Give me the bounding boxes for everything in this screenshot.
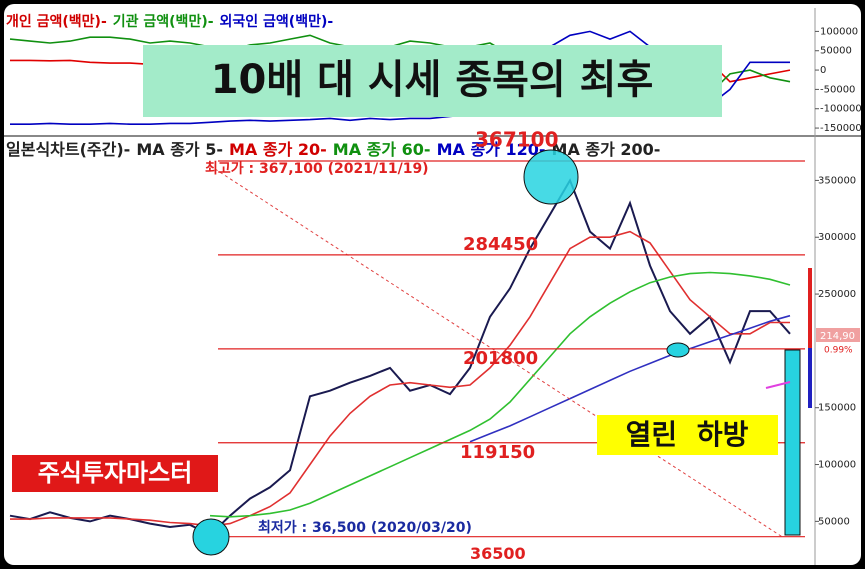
y-tick-label: 350000: [818, 175, 856, 186]
high-marker: [523, 149, 579, 205]
y-tick-label: 250000: [818, 289, 856, 300]
support-marker: [666, 342, 690, 358]
y-tick-label: 50000: [818, 516, 850, 527]
change-pct: 0.99%: [824, 346, 853, 356]
callout: 열린 하방: [626, 418, 749, 451]
legend-entry: MA 종가 5-: [136, 140, 223, 159]
series-line: [209, 271, 791, 518]
legend-entry: 일본식차트(주간)-: [6, 140, 130, 159]
y-tick-label: 0: [820, 65, 826, 76]
y-tick-label: 100000: [820, 26, 858, 37]
legend-entry: MA 종가 60-: [333, 140, 431, 159]
panel-header: 일본식차트(주간)- MA 종가 5- MA 종가 20- MA 종가 60- MA 종…: [6, 140, 660, 159]
legend-entry: 외국인 금액(백만)-: [220, 13, 334, 30]
series-line: [10, 230, 790, 527]
y-tick-label: -50000: [820, 84, 855, 95]
side-bar-red: [808, 268, 812, 348]
series-line: [9, 178, 791, 537]
legend-entry: 개인 금액(백만)-: [6, 13, 107, 30]
legend-entry: MA 종가 120-: [437, 140, 546, 159]
current-price: 214,90: [820, 331, 855, 342]
downside-bar: [784, 349, 801, 536]
legend-entry: MA 종가 200-: [552, 140, 661, 159]
panel-header: 개인 금액(백만)- 기관 금액(백만)- 외국인 금액(백만)-: [6, 13, 333, 30]
low-annotation: 최저가 : 36,500 (2020/03/20): [258, 520, 472, 536]
high-annotation: 최고가 : 367,100 (2021/11/19): [205, 161, 429, 177]
watermark: 주식투자마스터: [38, 459, 193, 487]
level-label: 367100: [475, 127, 559, 151]
level-label: 284450: [463, 234, 538, 255]
title: 10배 대 시세 종목의 최후: [211, 57, 654, 103]
y-tick-label: 150000: [818, 403, 856, 414]
y-tick-label: 50000: [820, 46, 852, 57]
callout-box: [597, 415, 778, 455]
price-tag-bg: [816, 328, 860, 342]
side-bar-blue: [808, 348, 812, 408]
level-label: 119150: [460, 442, 535, 463]
level-label: 36500: [470, 544, 526, 563]
series-line: [469, 314, 791, 443]
legend-entry: 기관 금액(백만)-: [113, 13, 214, 30]
y-tick-label: 300000: [818, 232, 856, 243]
title-box: [143, 45, 722, 117]
legend-entry: MA 종가 20-: [229, 140, 327, 159]
trend-dashed: [214, 168, 783, 538]
level-label: 201800: [463, 348, 538, 369]
watermark-box: [12, 455, 218, 492]
mark-line: [765, 381, 791, 389]
y-tick-label: -150000: [820, 123, 862, 134]
y-tick-label: 100000: [818, 460, 856, 471]
low-marker: [192, 518, 230, 556]
y-tick-label: -100000: [820, 104, 862, 115]
